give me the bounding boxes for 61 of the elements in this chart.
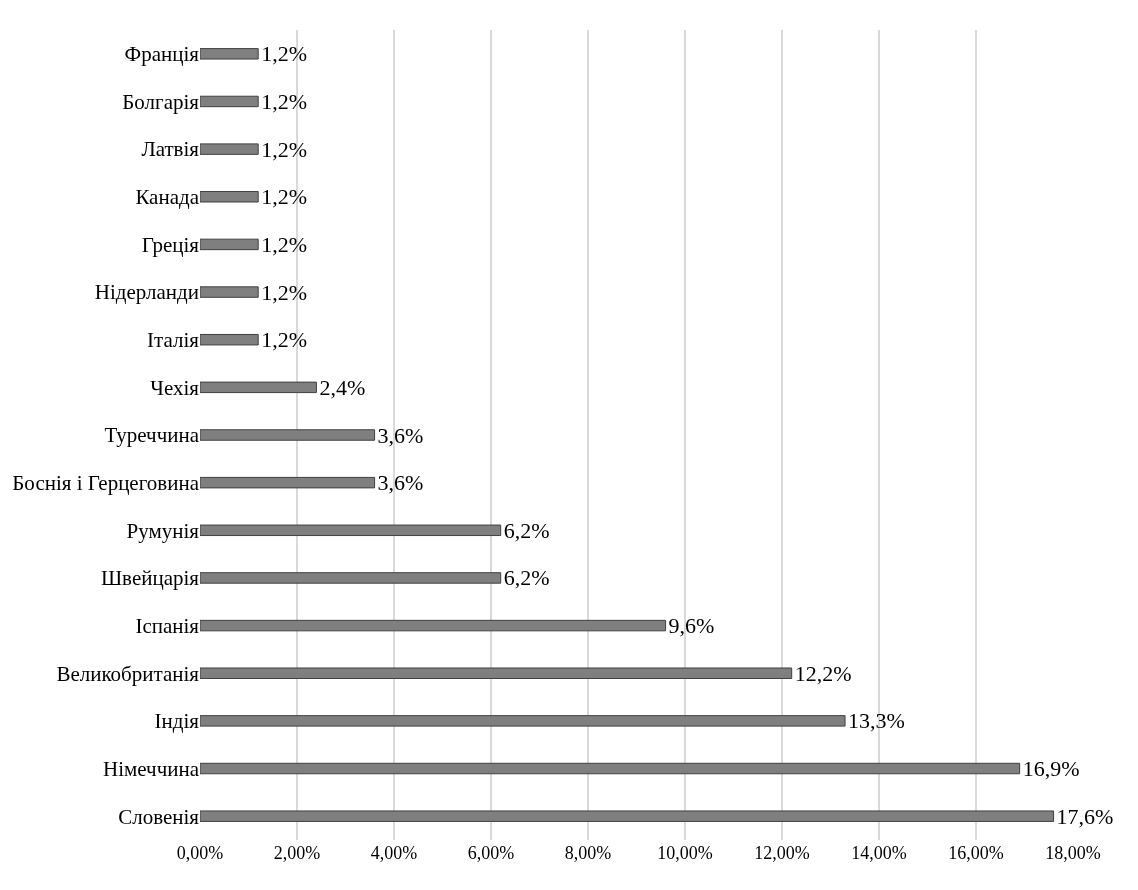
x-tick-label: 12,00%: [754, 843, 810, 863]
data-label: 3,6%: [377, 470, 424, 496]
y-tick-label: Греція: [141, 232, 200, 257]
data-label: 1,2%: [261, 41, 308, 67]
bar: [200, 286, 259, 298]
data-label: 1,2%: [261, 136, 308, 162]
y-tick-label: Туреччина: [104, 423, 200, 448]
data-label: 17,6%: [1056, 803, 1114, 829]
y-tick-label: Боснія і Герцеговина: [12, 471, 200, 495]
data-label: 2,4%: [319, 374, 366, 400]
x-tick-label: 4,00%: [370, 843, 418, 863]
y-tick-label: Великобританія: [56, 661, 200, 686]
bar: [200, 762, 1021, 775]
bar: [200, 143, 259, 155]
x-tick-label: 2,00%: [273, 843, 321, 863]
x-tick-label: 18,00%: [1045, 843, 1101, 863]
data-label: 1,2%: [261, 279, 308, 305]
data-label: 1,2%: [261, 88, 308, 114]
y-tick-label: Індія: [154, 709, 200, 734]
data-label: 12,2%: [794, 660, 852, 686]
bar: [200, 95, 259, 108]
data-label: 16,9%: [1022, 756, 1080, 782]
x-tick-label: 10,00%: [657, 843, 713, 863]
x-tick-label: 16,00%: [948, 843, 1004, 863]
data-label: 3,6%: [377, 422, 424, 448]
y-tick-label: Словенія: [118, 804, 200, 829]
bar: [200, 715, 846, 727]
x-tick-label: 0,00%: [176, 843, 224, 863]
bar: [200, 191, 259, 203]
y-tick-label: Нідерланди: [94, 280, 199, 305]
bar: [200, 429, 376, 441]
data-label: 1,2%: [261, 231, 308, 257]
y-tick-label: Франція: [124, 42, 200, 67]
bar: [200, 48, 259, 60]
x-tick-label: 14,00%: [851, 843, 907, 863]
y-tick-label: Канада: [135, 185, 200, 210]
y-tick-label: Румунія: [126, 518, 200, 543]
bar: [200, 476, 376, 489]
data-label: 13,3%: [848, 708, 905, 734]
y-tick-label: Іспанія: [135, 613, 200, 638]
bar: [200, 810, 1055, 822]
y-tick-label: Болгарія: [122, 89, 200, 114]
bar: [200, 572, 502, 584]
bar: [200, 333, 259, 346]
bar: [200, 238, 259, 251]
y-tick-label: Чехія: [150, 375, 200, 400]
y-tick-label: Швейцарія: [100, 566, 200, 591]
bar: [200, 524, 502, 537]
y-tick-label: Німеччина: [102, 756, 200, 781]
x-tick-label: 8,00%: [564, 843, 612, 863]
data-label: 9,6%: [668, 613, 715, 639]
y-tick-label: Італія: [147, 328, 200, 353]
data-label: 1,2%: [261, 184, 308, 210]
x-tick-label: 6,00%: [467, 843, 515, 863]
data-label: 1,2%: [261, 327, 308, 353]
bar: [200, 619, 667, 632]
data-label: 6,2%: [503, 565, 550, 591]
y-tick-label: Латвія: [141, 137, 200, 162]
bar: [200, 667, 793, 679]
data-label: 6,2%: [503, 517, 550, 543]
bar: [200, 381, 317, 394]
